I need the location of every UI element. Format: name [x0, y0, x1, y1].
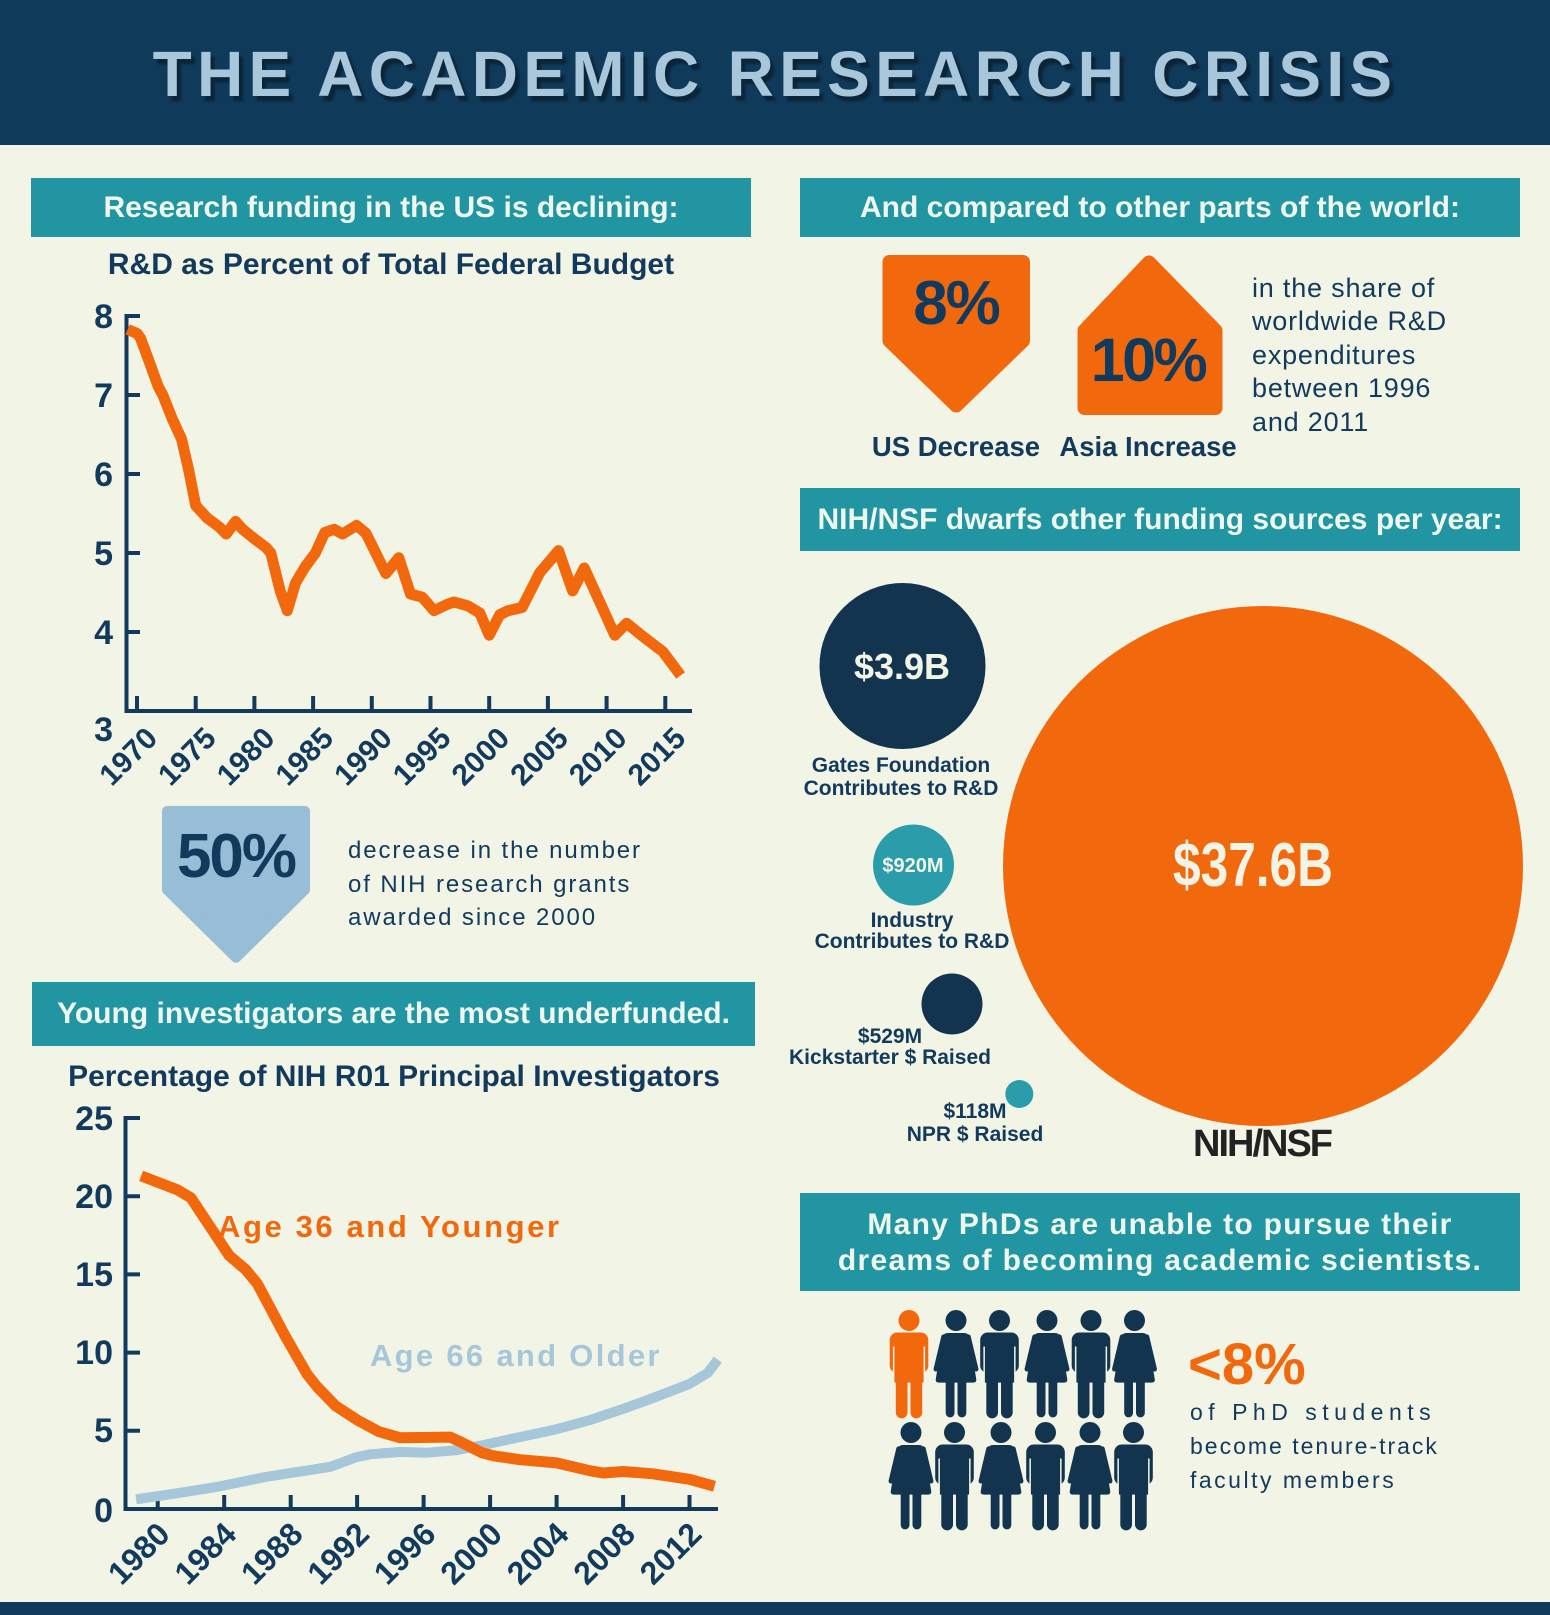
svg-text:2010: 2010 — [563, 722, 634, 793]
svg-text:8: 8 — [94, 298, 113, 336]
svg-text:2008: 2008 — [566, 1515, 642, 1591]
svg-text:4: 4 — [94, 614, 113, 652]
svg-text:2000: 2000 — [446, 722, 517, 793]
svg-text:2004: 2004 — [500, 1515, 576, 1591]
svg-text:1996: 1996 — [367, 1515, 443, 1591]
svg-text:1985: 1985 — [270, 722, 341, 793]
svg-text:6: 6 — [94, 456, 113, 494]
svg-text:20: 20 — [75, 1178, 113, 1216]
svg-text:1980: 1980 — [211, 722, 282, 793]
svg-text:3: 3 — [94, 711, 113, 749]
svg-text:0: 0 — [94, 1492, 113, 1530]
svg-text:5: 5 — [94, 535, 113, 573]
svg-text:1995: 1995 — [387, 722, 458, 793]
svg-text:Age 66 and Older: Age 66 and Older — [370, 1338, 662, 1373]
svg-text:2005: 2005 — [504, 722, 575, 793]
svg-text:Age 36 and Younger: Age 36 and Younger — [218, 1209, 562, 1244]
svg-text:1984: 1984 — [167, 1515, 243, 1591]
svg-text:5: 5 — [94, 1412, 113, 1450]
svg-text:1988: 1988 — [234, 1515, 310, 1591]
svg-text:25: 25 — [75, 1100, 113, 1138]
svg-text:1990: 1990 — [328, 722, 399, 793]
svg-text:15: 15 — [75, 1256, 113, 1294]
svg-text:1992: 1992 — [300, 1515, 376, 1591]
svg-text:10: 10 — [75, 1334, 113, 1372]
svg-text:7: 7 — [94, 377, 113, 415]
svg-text:2012: 2012 — [633, 1515, 709, 1591]
svg-text:2000: 2000 — [433, 1515, 509, 1591]
svg-text:1975: 1975 — [152, 722, 223, 793]
svg-text:2015: 2015 — [622, 722, 693, 793]
